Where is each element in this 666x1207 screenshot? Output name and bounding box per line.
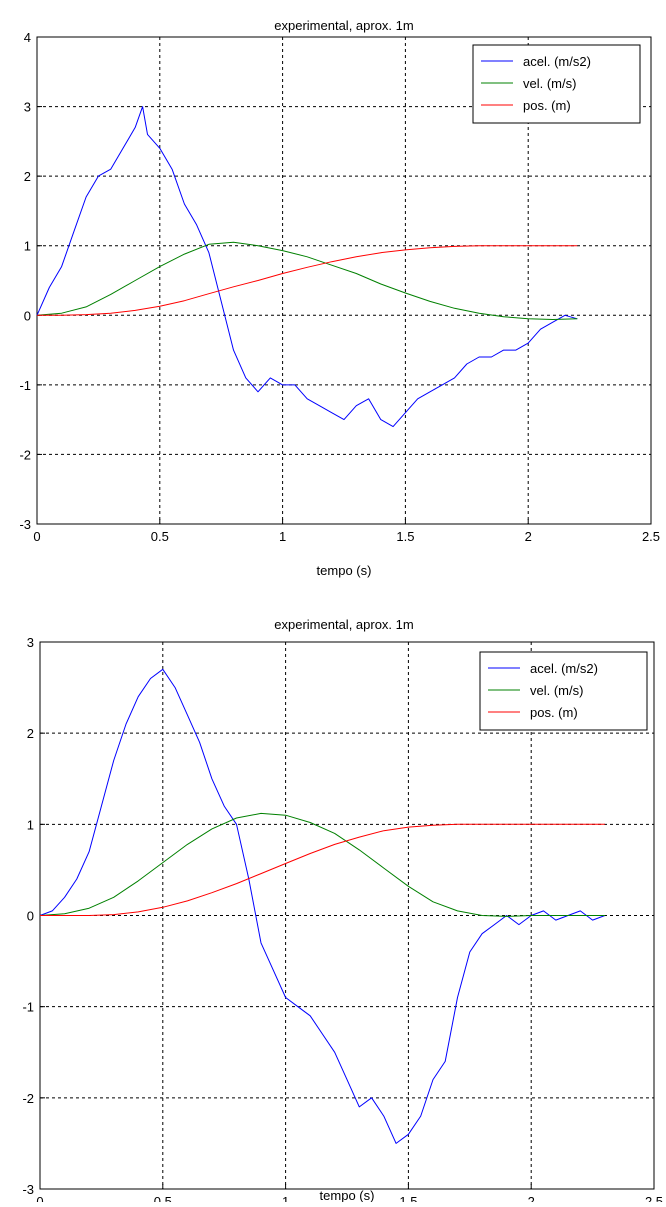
y-tick-label: 1 <box>27 817 34 832</box>
legend-label: acel. (m/s2) <box>523 54 591 69</box>
plot-area <box>36 36 652 525</box>
chart-svg-bottom: experimental, aprox. 1m 0 0.5 1 1.5 2 2.5 -3 -2… <box>22 617 663 1207</box>
x-tick-label: 0 <box>36 1194 43 1202</box>
y-tick-label: -3 <box>22 1182 34 1197</box>
chart-bottom: experimental, aprox. 1m 0 0.5 1 1.5 2 2.5 -3 -2… <box>0 602 666 1207</box>
legend-label: acel. (m/s2) <box>530 661 598 676</box>
ticks: 0 0.5 1 1.5 2 2.5 -3 -2 -1 0 1 2 3 <box>22 635 663 1207</box>
x-tick-label: 1.5 <box>396 529 414 544</box>
y-tick-label: 0 <box>24 308 31 323</box>
x-tick-label: 2 <box>528 1194 535 1202</box>
y-tick-label: -1 <box>19 378 31 393</box>
y-tick-label: 3 <box>27 635 34 650</box>
series-line <box>36 106 578 428</box>
x-axis-label: tempo (s) <box>320 1188 375 1202</box>
y-tick-label: 4 <box>24 30 31 45</box>
x-tick-label: 0.5 <box>154 1194 172 1202</box>
chart-svg-top: experimental, aprox. 1m 0 0.5 1 1.5 2 2.5 -3 -2… <box>19 18 660 578</box>
series <box>36 106 578 428</box>
series <box>39 668 606 1144</box>
ticks: 0 0.5 1 1.5 2 2.5 -3 -2 -1 0 1 2 3 4 <box>19 30 660 544</box>
y-tick-label: -2 <box>19 447 31 462</box>
x-tick-label: 1.5 <box>399 1194 417 1202</box>
series-line <box>40 823 605 916</box>
legend-label: vel. (m/s) <box>530 683 583 698</box>
x-tick-label: 1 <box>282 1194 289 1202</box>
legend-label: pos. (m) <box>530 705 578 720</box>
x-axis-label: tempo (s) <box>317 563 372 578</box>
series-line <box>39 668 606 1144</box>
y-tick-label: 0 <box>27 909 34 924</box>
series-line <box>37 245 578 316</box>
y-tick-label: -3 <box>19 517 31 532</box>
x-tick-label: 0 <box>33 529 40 544</box>
y-tick-label: 1 <box>24 239 31 254</box>
legend-label: pos. (m) <box>523 98 571 113</box>
x-tick-label: 2.5 <box>642 529 660 544</box>
chart-title: experimental, aprox. 1m <box>274 18 413 33</box>
x-tick-label: 0.5 <box>151 529 169 544</box>
y-tick-label: -1 <box>22 1000 34 1015</box>
legend: acel. (m/s2) vel. (m/s) pos. (m) <box>479 651 648 731</box>
chart-top: experimental, aprox. 1m 0 0.5 1 1.5 2 2.5 -3 -2… <box>0 0 666 600</box>
y-tick-label: 2 <box>24 169 31 184</box>
series-line <box>39 812 605 917</box>
y-tick-label: 3 <box>24 100 31 115</box>
legend-box <box>479 651 648 731</box>
grid <box>40 642 654 1189</box>
series-line <box>36 241 578 320</box>
x-tick-label: 2.5 <box>645 1194 663 1202</box>
legend-label: vel. (m/s) <box>523 76 576 91</box>
chart-title: experimental, aprox. 1m <box>274 617 413 632</box>
y-tick-label: -2 <box>22 1091 34 1106</box>
legend-box <box>472 44 641 124</box>
x-tick-label: 1 <box>279 529 286 544</box>
grid <box>37 37 651 524</box>
legend: acel. (m/s2) vel. (m/s) pos. (m) <box>472 44 641 124</box>
y-tick-label: 2 <box>27 726 34 741</box>
x-tick-label: 2 <box>525 529 532 544</box>
